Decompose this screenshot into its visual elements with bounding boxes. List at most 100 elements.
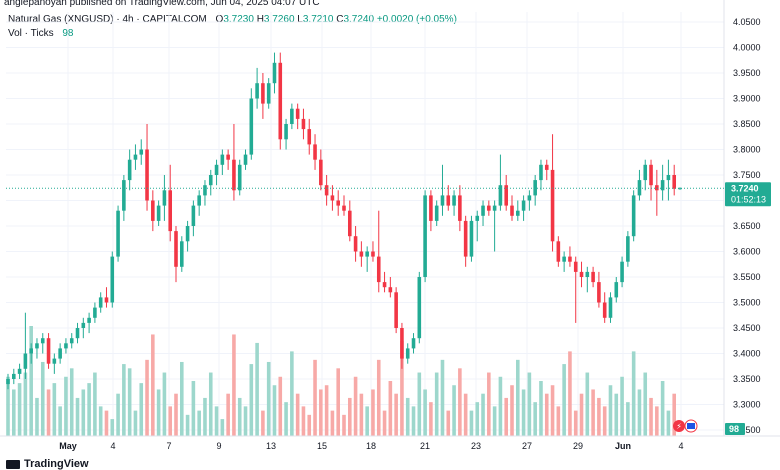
volume-bar xyxy=(319,389,323,436)
candle-body xyxy=(168,190,173,232)
volume-bar xyxy=(6,376,10,436)
footer-brand: TradingView xyxy=(24,458,89,470)
candle-body xyxy=(452,195,456,206)
candle-body xyxy=(162,190,167,206)
volume-bar xyxy=(452,385,456,436)
candle-body xyxy=(69,338,74,344)
candle-body xyxy=(585,271,590,277)
volume-bar xyxy=(127,368,132,436)
legend-vol-label[interactable]: Vol · Ticks xyxy=(8,28,54,39)
volume-bar xyxy=(116,393,120,436)
candle-body xyxy=(475,215,480,221)
candle-body xyxy=(75,328,80,339)
volume-bar xyxy=(539,381,543,436)
candle-body xyxy=(295,108,300,119)
volume-bar xyxy=(440,359,445,436)
y-tick-label: 3.5500 xyxy=(733,272,761,282)
volume-bar xyxy=(214,406,219,436)
y-tick-label: 3.6500 xyxy=(733,221,761,231)
candle-body xyxy=(527,195,532,201)
volume-bar xyxy=(301,406,306,436)
x-tick-label: 18 xyxy=(366,441,376,451)
candle-body xyxy=(376,256,381,283)
volume-bar xyxy=(98,406,103,436)
candle-body xyxy=(284,124,288,140)
legend-close-label: C xyxy=(336,14,344,25)
candle-body xyxy=(347,210,352,237)
volume-bar xyxy=(64,376,68,436)
candle-body xyxy=(539,164,543,181)
volume-bar xyxy=(295,393,300,436)
candle-body xyxy=(614,282,619,298)
volume-bar xyxy=(347,397,352,436)
volume-bar xyxy=(359,393,364,436)
candle-body xyxy=(46,338,51,364)
volume-bar xyxy=(145,359,149,436)
volume-bar xyxy=(458,368,462,436)
volume-bar xyxy=(11,389,16,436)
candle-body xyxy=(533,180,537,196)
volume-bar xyxy=(203,397,207,436)
candle-body xyxy=(151,200,155,221)
volume-bar xyxy=(394,393,398,436)
volume-bar xyxy=(544,393,549,436)
volume-bar xyxy=(353,376,358,436)
candle-body xyxy=(655,185,659,191)
volume-bar xyxy=(220,419,225,436)
legend-high-label: H xyxy=(256,14,264,25)
flag-icon[interactable] xyxy=(684,419,698,433)
x-tick-label: 4 xyxy=(110,441,115,451)
volume-bar xyxy=(637,389,642,436)
legend-open: 3.7230 xyxy=(223,14,254,25)
volume-bar xyxy=(423,389,427,436)
volume-bar xyxy=(400,340,404,436)
volume-bar xyxy=(237,397,242,436)
x-tick-label: Jun xyxy=(615,441,631,451)
y-tick-label: 3.3500 xyxy=(733,374,761,384)
candle-body xyxy=(365,251,369,257)
candle-body xyxy=(104,297,109,303)
volume-bar xyxy=(475,402,480,436)
news-icon[interactable]: ⚡ xyxy=(673,420,685,432)
price-axis: 4.0500 4.0000 3.9500 3.9000 3.8500 3.8000 3.75… xyxy=(723,0,761,436)
candle-body xyxy=(290,108,294,124)
candle-body xyxy=(481,205,485,216)
y-tick-label: 3.6000 xyxy=(733,247,761,257)
candle-body xyxy=(145,149,149,201)
candle-body xyxy=(203,185,207,196)
candle-body xyxy=(17,368,22,374)
candle-body xyxy=(208,175,213,186)
candle-body xyxy=(191,205,196,226)
candle-body xyxy=(266,83,271,104)
candle-body xyxy=(11,373,16,379)
candle-body xyxy=(492,205,497,211)
candle-body xyxy=(324,185,329,196)
volume-bar xyxy=(272,385,277,436)
volume-bar xyxy=(156,389,161,436)
candles xyxy=(6,52,682,390)
candle-body xyxy=(127,159,132,181)
volume-bar xyxy=(139,383,144,436)
legend-symbol[interactable]: Natural Gas (XNGUSD) · 4h · CAPITALCOM xyxy=(8,14,207,25)
volume-bar xyxy=(469,410,474,436)
candle-body xyxy=(278,62,283,140)
volume-bar xyxy=(463,393,468,436)
volume-bar xyxy=(446,410,451,436)
y-tick-label: 4.0500 xyxy=(733,17,761,27)
tradingview-logo[interactable]: TradingView xyxy=(6,458,89,470)
y-tick-label: 3.5000 xyxy=(733,298,761,308)
candle-body xyxy=(631,195,636,237)
x-tick-label: 7 xyxy=(166,441,171,451)
candle-body xyxy=(417,277,422,339)
candle-body xyxy=(562,256,566,262)
y-tick-label: 3.9500 xyxy=(733,68,761,78)
candle-body xyxy=(678,188,682,190)
candle-body xyxy=(81,322,86,328)
volume-bar xyxy=(243,406,248,436)
candle-body xyxy=(498,185,503,206)
volume-bar xyxy=(672,393,677,436)
volume-bar xyxy=(643,372,648,436)
candle-body xyxy=(359,251,364,257)
volume-bar xyxy=(585,372,590,436)
